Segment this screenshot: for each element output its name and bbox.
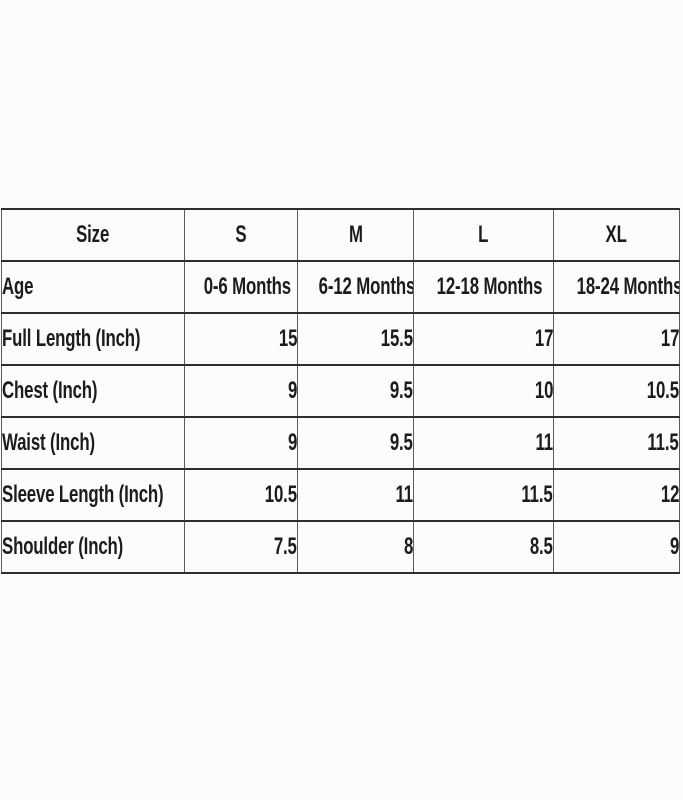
value-cell: 18-24 Months xyxy=(553,260,680,314)
header-label: Size xyxy=(76,221,110,248)
table-row-full-length: Full Length (Inch) 15 15.5 17 17 xyxy=(1,312,680,366)
row-label-cell: Full Length (Inch) xyxy=(1,312,185,366)
cell-value: 15.5 xyxy=(380,325,413,352)
value-cell: 7.5 xyxy=(184,520,298,574)
row-label-cell: Shoulder (Inch) xyxy=(1,520,185,574)
cell-value: 17 xyxy=(534,325,553,352)
header-cell-xl: XL xyxy=(553,208,680,262)
cell-value: 0-6 Months xyxy=(203,273,291,300)
header-label: S xyxy=(235,221,247,248)
table-row-chest: Chest (Inch) 9 9.5 10 10.5 xyxy=(1,364,680,418)
cell-value: 10 xyxy=(534,377,553,404)
row-label-cell: Waist (Inch) xyxy=(1,416,185,470)
table-row-waist: Waist (Inch) 9 9.5 11 11.5 xyxy=(1,416,680,470)
header-row: Size S M L XL xyxy=(1,208,680,262)
value-cell: 11 xyxy=(413,416,554,470)
value-cell: 10.5 xyxy=(553,364,680,418)
cell-value: 8.5 xyxy=(530,533,553,560)
header-cell-s: S xyxy=(184,208,298,262)
header-cell-m: M xyxy=(297,208,414,262)
value-cell: 9 xyxy=(553,520,680,574)
value-cell: 0-6 Months xyxy=(184,260,298,314)
row-label-cell: Age xyxy=(1,260,185,314)
cell-value: 18-24 Months xyxy=(576,273,680,300)
value-cell: 15.5 xyxy=(297,312,414,366)
value-cell: 9 xyxy=(184,364,298,418)
value-cell: 9.5 xyxy=(297,364,414,418)
value-cell: 17 xyxy=(413,312,554,366)
row-label-cell: Chest (Inch) xyxy=(1,364,185,418)
value-cell: 15 xyxy=(184,312,298,366)
cell-value: 15 xyxy=(278,325,297,352)
value-cell: 11 xyxy=(297,468,414,522)
value-cell: 11.5 xyxy=(553,416,680,470)
row-label-cell: Sleeve Length (Inch) xyxy=(1,468,185,522)
value-cell: 9.5 xyxy=(297,416,414,470)
cell-value: 11 xyxy=(535,429,553,456)
value-cell: 10 xyxy=(413,364,554,418)
value-cell: 9 xyxy=(184,416,298,470)
cell-value: 10.5 xyxy=(646,377,679,404)
cell-value: 8 xyxy=(403,533,413,560)
value-cell: 8.5 xyxy=(413,520,554,574)
cell-value: 10.5 xyxy=(264,481,297,508)
header-cell-size: Size xyxy=(1,208,185,262)
value-cell: 11.5 xyxy=(413,468,554,522)
table-row-shoulder: Shoulder (Inch) 7.5 8 8.5 9 xyxy=(1,520,680,574)
row-label: Waist (Inch) xyxy=(2,429,96,456)
value-cell: 12-18 Months xyxy=(413,260,554,314)
cell-value: 12 xyxy=(660,481,679,508)
cell-value: 11 xyxy=(395,481,413,508)
cell-value: 7.5 xyxy=(274,533,297,560)
cell-value: 9.5 xyxy=(390,377,413,404)
header-label: XL xyxy=(605,221,628,248)
cell-value: 12-18 Months xyxy=(436,273,543,300)
cell-value: 11.5 xyxy=(647,429,679,456)
row-label: Full Length (Inch) xyxy=(2,325,141,352)
header-label: L xyxy=(478,221,489,248)
value-cell: 6-12 Months xyxy=(297,260,414,314)
cell-value: 11.5 xyxy=(521,481,553,508)
cell-value: 9 xyxy=(669,533,679,560)
table-row-age: Age 0-6 Months 6-12 Months 12-18 Months … xyxy=(1,260,680,314)
cell-value: 6-12 Months xyxy=(318,273,414,300)
cell-value: 9.5 xyxy=(390,429,413,456)
cell-value: 17 xyxy=(660,325,679,352)
value-cell: 12 xyxy=(553,468,680,522)
value-cell: 10.5 xyxy=(184,468,298,522)
row-label: Age xyxy=(2,273,34,300)
cell-value: 9 xyxy=(287,377,297,404)
row-label: Sleeve Length (Inch) xyxy=(2,481,164,508)
size-chart-table: Size S M L XL Age 0-6 Months 6-12 Months… xyxy=(1,208,680,574)
header-cell-l: L xyxy=(413,208,554,262)
row-label: Chest (Inch) xyxy=(2,377,98,404)
header-label: M xyxy=(348,221,363,248)
value-cell: 17 xyxy=(553,312,680,366)
row-label: Shoulder (Inch) xyxy=(2,533,124,560)
value-cell: 8 xyxy=(297,520,414,574)
cell-value: 9 xyxy=(287,429,297,456)
table-row-sleeve-length: Sleeve Length (Inch) 10.5 11 11.5 12 xyxy=(1,468,680,522)
